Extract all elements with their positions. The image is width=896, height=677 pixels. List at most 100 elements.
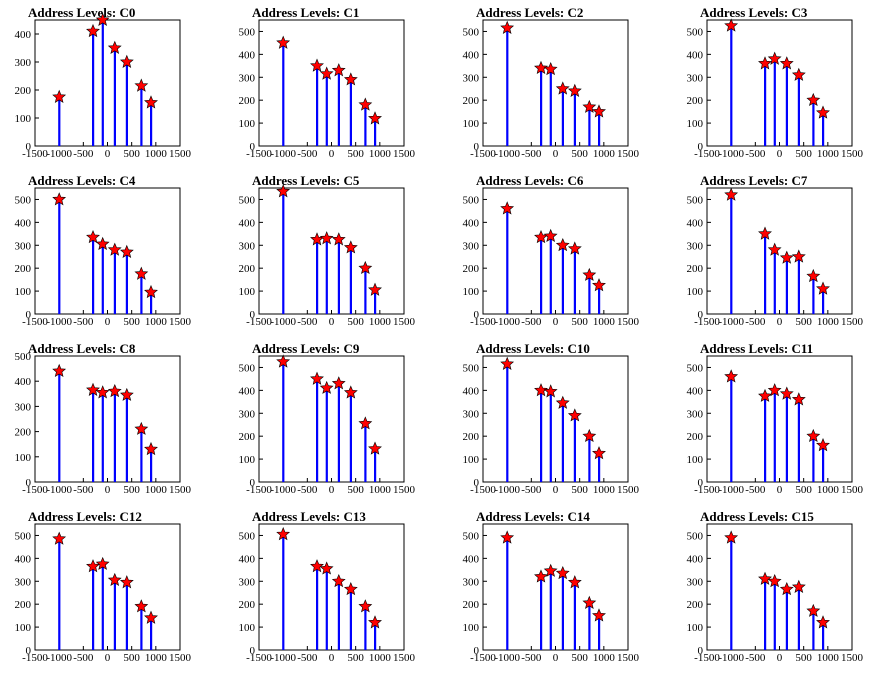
level-bar: [113, 580, 116, 650]
y-tick-label: 300: [239, 408, 256, 420]
level-bar: [549, 571, 552, 650]
level-bar: [730, 537, 733, 650]
level-bar: [140, 429, 143, 482]
level-bar: [150, 292, 153, 314]
peak-star-marker: [724, 530, 739, 544]
x-tick-label: -500: [521, 484, 542, 496]
level-bar: [101, 564, 104, 650]
level-bar: [316, 65, 319, 146]
y-tick-label: 200: [463, 599, 480, 611]
peak-star-marker: [724, 187, 739, 201]
x-tick-label: -1000: [270, 652, 296, 664]
y-tick-label: 0: [26, 477, 32, 489]
level-bar: [730, 194, 733, 314]
peak-star-marker: [567, 408, 582, 422]
level-bar: [598, 111, 601, 146]
y-tick-label: 0: [698, 309, 704, 321]
peak-star-marker: [319, 231, 334, 245]
plot-frame: [258, 355, 405, 483]
peak-star-marker: [816, 438, 830, 452]
y-tick-label: 0: [698, 645, 704, 657]
y-tick-label: 500: [687, 194, 704, 206]
chart-panel: Address Levels: C90100200300400500-1500-…: [239, 341, 416, 496]
x-tick-label: 500: [123, 148, 140, 160]
x-tick-label: 0: [329, 148, 335, 160]
x-tick-label: -1500: [22, 652, 48, 664]
y-tick-label: 200: [463, 431, 480, 443]
x-tick-label: -1500: [470, 652, 496, 664]
x-tick-label: 500: [795, 316, 812, 328]
peak-star-marker: [331, 376, 346, 390]
peak-star-marker: [52, 363, 67, 378]
level-bar: [125, 252, 128, 314]
level-bar: [540, 68, 543, 146]
peak-star-marker: [543, 62, 558, 76]
y-tick-label: 400: [15, 553, 32, 565]
chart-panel: Address Levels: C11 0 100 200 300 400 500 -1500…: [687, 341, 864, 496]
peak-star-marker: [331, 232, 346, 246]
x-tick-label: -1500: [246, 148, 272, 160]
y-tick-label: 500: [15, 530, 32, 542]
peak-star-marker: [52, 89, 67, 103]
peak-star-marker: [582, 428, 597, 443]
level-bar: [349, 247, 352, 314]
y-tick-label: 100: [239, 286, 256, 298]
peak-star-marker: [95, 236, 110, 251]
chart-title: Address Levels: C8: [28, 341, 136, 356]
y-tick-label: 500: [239, 194, 256, 206]
peak-star-marker: [319, 380, 334, 394]
level-bar: [125, 395, 128, 482]
x-tick-label: 1000: [145, 652, 168, 664]
x-tick-label: -500: [745, 652, 766, 664]
peak-star-marker: [358, 260, 373, 275]
y-tick-label: 200: [239, 263, 256, 275]
x-tick-label: -1500: [246, 484, 272, 496]
level-bar: [773, 58, 776, 146]
peak-star-marker: [276, 354, 291, 368]
y-tick-label: 200: [687, 263, 704, 275]
level-bar: [797, 587, 800, 650]
level-bar: [337, 383, 340, 482]
chart-title: Address Levels: C10: [476, 341, 590, 356]
level-bar: [92, 566, 95, 650]
peak-star-marker: [758, 571, 772, 585]
x-tick-label: 1000: [817, 484, 840, 496]
peak-star-marker: [806, 603, 821, 617]
level-bar: [598, 615, 601, 650]
level-bar: [325, 238, 328, 314]
x-tick-label: 1000: [817, 316, 840, 328]
level-bar: [822, 622, 825, 650]
level-bar: [812, 276, 815, 314]
level-bar: [140, 273, 143, 314]
x-tick-label: 0: [105, 316, 111, 328]
peak-star-marker: [500, 530, 515, 544]
x-tick-label: 1000: [817, 148, 840, 160]
plot-frame: [258, 19, 405, 147]
x-tick-label: -1000: [718, 484, 744, 496]
x-tick-label: 0: [105, 148, 111, 160]
chart-panel: Address Levels: C10 0 100 200 300 400 500 -1500…: [463, 341, 640, 496]
level-bar: [92, 237, 95, 314]
x-tick-label: -1000: [718, 316, 744, 328]
level-bar: [113, 48, 116, 146]
level-bar: [374, 289, 377, 314]
peak-star-marker: [779, 250, 794, 264]
peak-star-marker: [555, 395, 570, 409]
y-tick-label: 0: [26, 645, 32, 657]
peak-star-marker: [358, 599, 373, 613]
y-tick-label: 0: [474, 309, 480, 321]
chart-title: Address Levels: C11: [700, 341, 813, 356]
level-bar: [349, 79, 352, 146]
x-tick-label: -1000: [270, 316, 296, 328]
x-tick-label: -500: [521, 148, 542, 160]
peak-star-marker: [119, 54, 134, 68]
peak-star-marker: [319, 561, 334, 575]
peak-star-marker: [107, 242, 122, 256]
level-bar: [325, 73, 328, 146]
chart-title: Address Levels: C3: [700, 5, 808, 20]
peak-star-marker: [119, 387, 134, 401]
level-bar: [101, 20, 104, 146]
y-tick-label: 0: [26, 309, 32, 321]
peak-star-marker: [144, 284, 158, 299]
peak-star-marker: [767, 383, 782, 397]
